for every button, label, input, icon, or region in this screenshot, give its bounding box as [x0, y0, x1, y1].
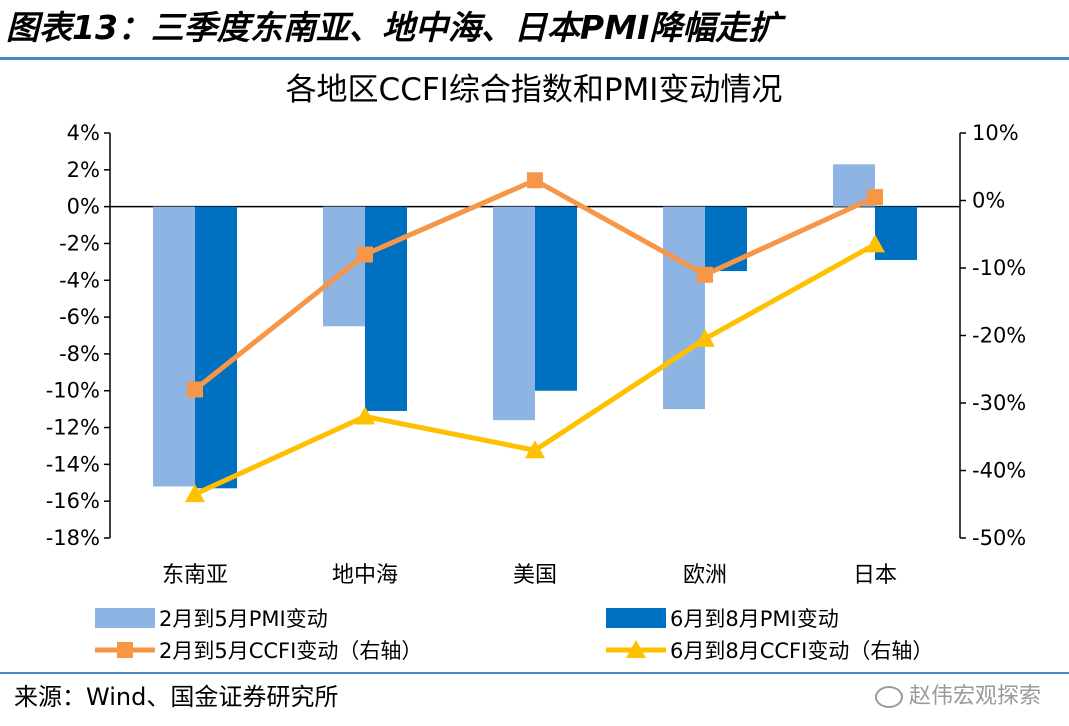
left-tick-label: -18% [46, 526, 100, 550]
category-label: 美国 [513, 563, 557, 588]
left-tick-label: -6% [59, 305, 100, 329]
legend-swatch [606, 608, 666, 628]
watermark: 赵伟宏观探索 [874, 680, 1041, 714]
right-tick-label: -20% [972, 324, 1026, 348]
left-tick-label: -10% [46, 379, 100, 403]
left-tick-label: 0% [67, 195, 100, 219]
ccfi-triangle-marker [695, 328, 715, 347]
ccfi-triangle-marker [185, 484, 205, 503]
right-tick-label: 10% [972, 121, 1019, 145]
ccfi-square-marker [187, 381, 203, 398]
lines-layer [185, 172, 885, 503]
legend-label: 2月到5月CCFI变动（右轴） [159, 639, 422, 663]
category-label: 欧洲 [683, 563, 727, 588]
left-tick-label: -8% [59, 342, 100, 366]
left-tick-label: -16% [46, 489, 100, 513]
right-tick-label: -10% [972, 256, 1026, 280]
left-tick-label: -4% [59, 268, 100, 292]
right-tick-label: -30% [972, 391, 1026, 415]
pmi-bar [153, 206, 195, 487]
legend-label: 6月到8月CCFI变动（右轴） [670, 639, 933, 663]
ccfi-triangle-marker [355, 406, 375, 425]
watermark-text: 赵伟宏观探索 [908, 684, 1041, 709]
ccfi-square-marker [697, 266, 713, 283]
left-tick-label: 4% [67, 121, 100, 145]
pmi-bar [535, 206, 577, 391]
bars-layer [153, 164, 917, 489]
category-label: 地中海 [332, 563, 398, 588]
right-tick-label: 0% [972, 189, 1005, 213]
wechat-icon [874, 686, 903, 708]
legend-label: 2月到5月PMI变动 [159, 607, 328, 631]
pmi-bar [663, 206, 705, 410]
chart-title: 各地区CCFI综合指数和PMI变动情况 [286, 72, 783, 108]
pmi-bar [195, 206, 237, 489]
chart-legend: 2月到5月PMI变动 6月到8月PMI变动 2月到5月CCFI变动（右轴） 6月到8月… [95, 607, 933, 663]
legend-label: 6月到8月PMI变动 [670, 607, 839, 631]
legend-marker [626, 640, 646, 658]
right-tick-label: -50% [972, 526, 1026, 550]
ccfi-square-marker [867, 189, 883, 206]
legend-marker [117, 642, 133, 658]
pmi-bar [705, 206, 747, 272]
left-tick-label: 2% [67, 158, 100, 182]
left-tick-label: -12% [46, 416, 100, 440]
ccfi-square-marker [357, 246, 373, 263]
ccfi-square-marker [527, 172, 543, 189]
right-tick-label: -40% [972, 459, 1026, 483]
category-label: 东南亚 [162, 563, 228, 588]
bottom-divider [0, 672, 1069, 674]
axes-layer: 4% 2% 0% -2% -4% -6% -8% -10% -12% -14% -16% -18% 10… [46, 121, 1027, 588]
pmi-bar [323, 206, 365, 327]
left-tick-label: -2% [59, 231, 100, 255]
left-tick-label: -14% [46, 452, 100, 476]
figure-heading: 图表13：三季度东南亚、地中海、日本PMI降幅走扩 [6, 8, 782, 47]
chart-canvas: 各地区CCFI综合指数和PMI变动情况 4% 2% 0% -2% -4% -6% -8% -1… [46, 72, 1027, 663]
pmi-bar [493, 206, 535, 421]
source-note: 来源：Wind、国金证券研究所 [14, 683, 339, 711]
category-label: 日本 [853, 563, 897, 588]
ccfi-triangle-marker [525, 440, 545, 459]
legend-swatch [95, 608, 155, 628]
top-divider [0, 57, 1069, 60]
ccfi-triangle-marker [865, 234, 885, 253]
